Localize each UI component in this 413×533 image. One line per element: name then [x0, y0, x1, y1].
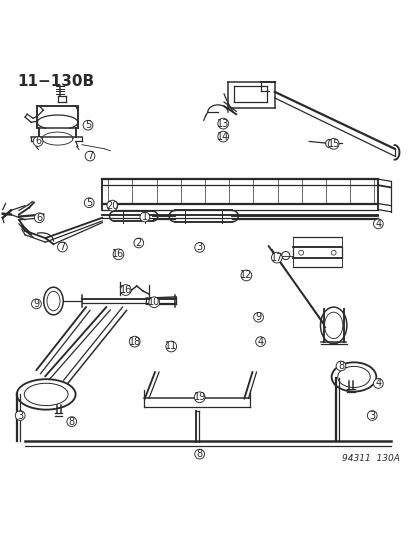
- Text: 11−130B: 11−130B: [17, 74, 94, 88]
- Text: 20: 20: [106, 200, 118, 211]
- Circle shape: [148, 297, 159, 308]
- Circle shape: [195, 243, 204, 252]
- Circle shape: [140, 212, 150, 222]
- Circle shape: [253, 312, 263, 322]
- Text: 11: 11: [165, 342, 177, 351]
- Text: 7: 7: [59, 242, 65, 252]
- Text: 13: 13: [216, 118, 229, 128]
- Text: 9: 9: [255, 312, 261, 322]
- Text: 5: 5: [86, 198, 92, 208]
- Circle shape: [240, 270, 251, 281]
- Text: 9: 9: [33, 299, 39, 309]
- Circle shape: [195, 449, 204, 459]
- Circle shape: [57, 242, 67, 252]
- Text: 4: 4: [257, 337, 263, 346]
- Circle shape: [83, 120, 93, 130]
- Text: 94311  130A: 94311 130A: [341, 455, 399, 464]
- Circle shape: [166, 341, 176, 352]
- Text: 8: 8: [69, 417, 75, 426]
- Text: 7: 7: [87, 151, 93, 161]
- Circle shape: [129, 336, 140, 347]
- Circle shape: [120, 285, 131, 295]
- Text: 10: 10: [148, 297, 160, 307]
- Circle shape: [373, 219, 382, 229]
- Circle shape: [33, 136, 43, 146]
- Circle shape: [34, 213, 44, 223]
- Text: 14: 14: [216, 132, 229, 142]
- Text: 5: 5: [85, 120, 91, 130]
- Text: 8: 8: [337, 361, 343, 371]
- Text: 4: 4: [374, 378, 380, 389]
- Text: 3: 3: [196, 243, 202, 253]
- Circle shape: [217, 118, 228, 129]
- Text: 2: 2: [135, 238, 142, 248]
- Text: 18: 18: [128, 337, 140, 346]
- Text: 3: 3: [17, 410, 23, 421]
- Circle shape: [15, 410, 25, 421]
- Circle shape: [31, 299, 41, 309]
- Text: 6: 6: [36, 213, 42, 223]
- Circle shape: [325, 140, 333, 148]
- Text: 16: 16: [119, 285, 132, 295]
- Circle shape: [84, 198, 94, 208]
- Circle shape: [107, 200, 117, 211]
- Circle shape: [366, 410, 376, 421]
- Circle shape: [194, 392, 204, 402]
- Circle shape: [373, 378, 382, 389]
- Text: 8: 8: [196, 449, 202, 459]
- Circle shape: [133, 238, 143, 248]
- Circle shape: [335, 361, 345, 371]
- Circle shape: [328, 139, 338, 149]
- Circle shape: [67, 417, 76, 426]
- Text: 17: 17: [270, 253, 282, 263]
- Text: 4: 4: [374, 219, 380, 229]
- Text: 15: 15: [327, 139, 339, 149]
- Text: 6: 6: [35, 136, 41, 147]
- Circle shape: [217, 131, 228, 142]
- Text: 16: 16: [112, 249, 124, 260]
- Circle shape: [113, 249, 123, 260]
- Text: 19: 19: [193, 392, 205, 402]
- Text: 1: 1: [141, 212, 147, 222]
- Circle shape: [85, 151, 95, 161]
- Text: 3: 3: [368, 410, 375, 421]
- Circle shape: [271, 252, 282, 263]
- Text: 12: 12: [240, 270, 252, 280]
- Circle shape: [255, 337, 265, 346]
